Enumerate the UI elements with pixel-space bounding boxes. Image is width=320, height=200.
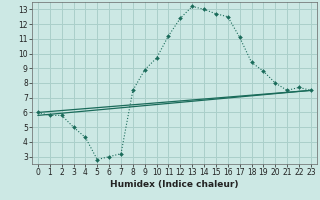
X-axis label: Humidex (Indice chaleur): Humidex (Indice chaleur) — [110, 180, 239, 189]
